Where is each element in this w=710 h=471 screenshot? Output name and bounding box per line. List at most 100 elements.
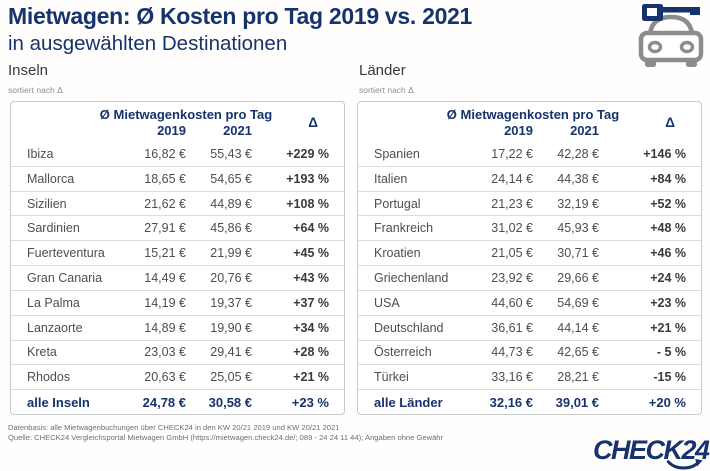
delta-value: +43 % (293, 270, 329, 285)
destination-name: Frankreich (374, 221, 434, 236)
page-title: Mietwagen: Ø Kosten pro Tag 2019 vs. 202… (8, 3, 473, 29)
column-header-2019: 2019 (157, 123, 186, 138)
destination-name: Portugal (374, 196, 421, 211)
destination-name: Gran Canaria (27, 270, 103, 285)
delta-value: +48 % (650, 221, 686, 236)
value-2021: 29,41 € (210, 345, 252, 360)
value-2021: 44,89 € (210, 196, 252, 211)
destination-name: Sizilien (27, 196, 67, 211)
table-row: Kreta 23,03 € 29,41 € +28 % (11, 339, 344, 365)
value-2021: 39,01 € (555, 394, 599, 410)
destination-name: USA (374, 295, 400, 310)
laender-table-header: Ø Mietwagenkosten pro Tag 2019 2021 Δ (358, 102, 701, 142)
section-label-inseln: Inseln (8, 62, 49, 79)
table-row: Türkei 33,16 € 28,21 € -15 % (358, 364, 701, 389)
delta-value: +34 % (293, 320, 329, 335)
table-row: Lanzaorte 14,89 € 19,90 € +34 % (11, 314, 344, 340)
destination-name: Sardinien (27, 221, 80, 236)
delta-value: +64 % (293, 221, 329, 236)
destination-name: Fuerteventura (27, 246, 105, 261)
destination-name: Türkei (374, 370, 409, 385)
spacer (374, 123, 466, 138)
value-2021: 44,14 € (557, 320, 599, 335)
value-2021: 45,93 € (557, 221, 599, 236)
value-2019: 24,14 € (491, 171, 533, 186)
column-header-delta: Δ (308, 115, 318, 130)
delta-value: +21 % (650, 320, 686, 335)
delta-value: +146 % (643, 146, 686, 161)
value-2019: 20,63 € (144, 370, 186, 385)
check24-logo-text: CHECK24 (593, 435, 710, 465)
inseln-table-body: Ibiza 16,82 € 55,43 € +229 % Mallorca 18,65 €… (11, 142, 344, 414)
destination-name: Ibiza (27, 146, 54, 161)
table-row: Griechenland 23,92 € 29,66 € +24 % (358, 265, 701, 290)
column-group-header: Ø Mietwagenkosten pro Tag (99, 107, 273, 122)
delta-value: +229 % (286, 146, 329, 161)
column-group-header: Ø Mietwagenkosten pro Tag (446, 107, 620, 122)
column-header-2021: 2021 (570, 123, 599, 138)
value-2019: 23,92 € (491, 270, 533, 285)
value-2021: 29,66 € (557, 270, 599, 285)
inseln-table: Ø Mietwagenkosten pro Tag 2019 2021 Δ Ib… (10, 101, 345, 415)
destination-name: Deutschland (374, 320, 444, 335)
table-row: Kroatien 21,05 € 30,71 € +46 % (358, 240, 701, 265)
destination-name: Österreich (374, 345, 432, 360)
value-2019: 14,49 € (144, 270, 186, 285)
value-2019: 14,89 € (144, 320, 186, 335)
delta-value: +37 % (293, 295, 329, 310)
destination-name: Spanien (374, 146, 420, 161)
value-2021: 42,28 € (557, 146, 599, 161)
value-2021: 20,76 € (210, 270, 252, 285)
table-row: Sardinien 27,91 € 45,86 € +64 % (11, 215, 344, 240)
delta-value: +23 % (650, 295, 686, 310)
destination-name: La Palma (27, 295, 80, 310)
value-2019: 23,03 € (144, 345, 186, 360)
delta-value: +52 % (650, 196, 686, 211)
value-2019: 44,73 € (491, 345, 533, 360)
value-2019: 21,23 € (491, 196, 533, 211)
delta-value: +28 % (293, 345, 329, 360)
destination-name: Kreta (27, 345, 57, 360)
delta-value: +20 % (648, 394, 686, 410)
value-2021: 32,19 € (557, 196, 599, 211)
delta-value: +46 % (650, 246, 686, 261)
value-2019: 33,16 € (491, 370, 533, 385)
table-row: Rhodos 20,63 € 25,05 € +21 % (11, 364, 344, 389)
section-label-laender: Länder (359, 62, 406, 79)
value-2021: 55,43 € (210, 146, 252, 161)
value-2021: 45,86 € (210, 221, 252, 236)
value-2019: 31,02 € (491, 221, 533, 236)
car-with-key-icon (638, 4, 704, 67)
destination-name: Rhodos (27, 370, 71, 385)
table-row: Frankreich 31,02 € 45,93 € +48 % (358, 215, 701, 240)
column-header-delta: Δ (665, 115, 675, 130)
delta-value: +45 % (293, 246, 329, 261)
value-2021: 25,05 € (210, 370, 252, 385)
destination-name: alle Inseln (27, 394, 90, 410)
delta-value: +84 % (650, 171, 686, 186)
table-row: Sizilien 21,62 € 44,89 € +108 % (11, 190, 344, 216)
value-2019: 24,78 € (142, 394, 186, 410)
check24-logo: CHECK24 (593, 435, 710, 470)
destination-name: alle Länder (374, 394, 443, 410)
laender-table: Ø Mietwagenkosten pro Tag 2019 2021 Δ Sp… (357, 101, 702, 415)
destination-name: Kroatien (374, 246, 421, 261)
value-2019: 16,82 € (144, 146, 186, 161)
check24-logo-swoosh-icon (666, 458, 703, 470)
destination-name: Mallorca (27, 171, 75, 186)
value-2019: 36,61 € (491, 320, 533, 335)
value-2021: 44,38 € (557, 171, 599, 186)
table-row: Deutschland 36,61 € 44,14 € +21 % (358, 314, 701, 340)
value-2021: 21,99 € (210, 246, 252, 261)
table-row: USA 44,60 € 54,69 € +23 % (358, 289, 701, 315)
total-row: alle Länder 32,16 € 39,01 € +20 % (358, 389, 701, 414)
delta-value: - 5 % (656, 345, 686, 360)
value-2019: 14,19 € (144, 295, 186, 310)
value-2021: 28,21 € (557, 370, 599, 385)
column-header-2021: 2021 (223, 123, 252, 138)
destination-name: Griechenland (374, 270, 449, 285)
value-2021: 19,37 € (210, 295, 252, 310)
delta-value: +193 % (286, 171, 329, 186)
total-row: alle Inseln 24,78 € 30,58 € +23 % (11, 389, 344, 414)
table-row: Österreich 44,73 € 42,65 € - 5 % (358, 339, 701, 365)
